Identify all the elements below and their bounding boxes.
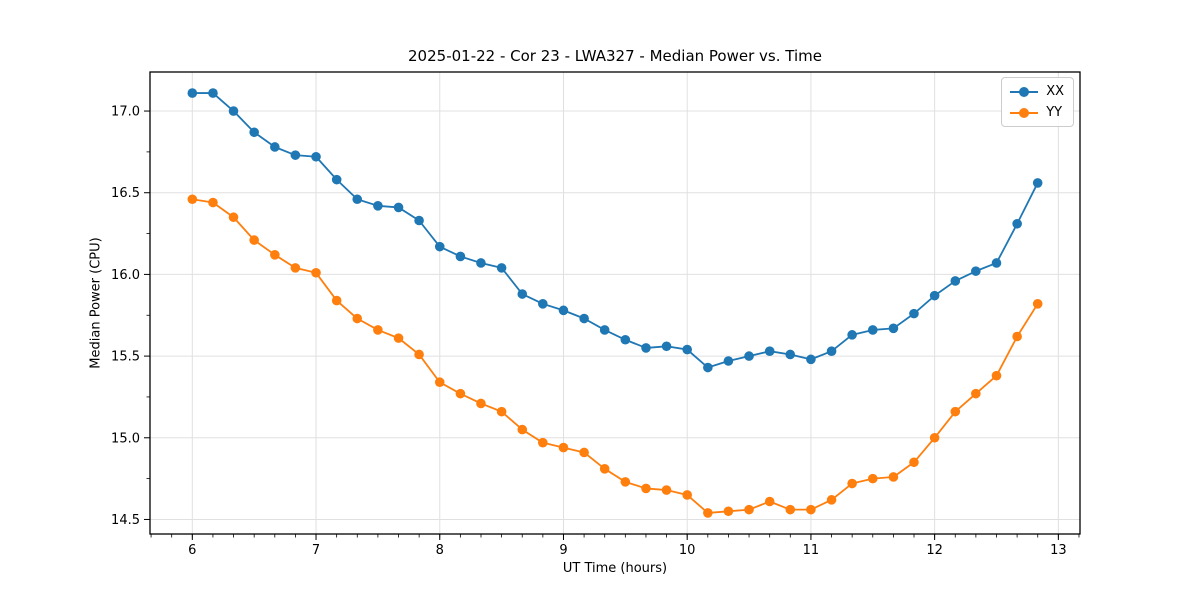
svg-text:15.5: 15.5	[111, 350, 140, 365]
svg-text:16.5: 16.5	[111, 186, 140, 201]
legend-item-yy: YY	[1009, 103, 1064, 122]
legend-line-marker-icon	[1010, 107, 1039, 118]
chart-title: 2025-01-22 - Cor 23 - LWA327 - Median Po…	[408, 47, 822, 65]
svg-text:13: 13	[1050, 543, 1067, 558]
svg-text:12: 12	[926, 543, 943, 558]
legend-line-marker-icon	[1010, 86, 1039, 97]
legend-item-xx: XX	[1009, 82, 1064, 101]
svg-text:7: 7	[312, 543, 320, 558]
legend-label-xx: XX	[1046, 84, 1064, 99]
svg-text:6: 6	[188, 543, 196, 558]
svg-text:17.0: 17.0	[111, 105, 140, 120]
x-axis-label: UT Time (hours)	[562, 561, 668, 576]
svg-text:15.0: 15.0	[111, 431, 140, 446]
legend: XX YY	[1001, 77, 1074, 127]
svg-text:16.0: 16.0	[111, 268, 140, 283]
legend-label-yy: YY	[1046, 105, 1063, 120]
svg-text:8: 8	[436, 543, 444, 558]
svg-text:9: 9	[559, 543, 567, 558]
svg-text:14.5: 14.5	[111, 513, 140, 528]
svg-text:10: 10	[679, 543, 696, 558]
y-axis-label: Median Power (CPU)	[88, 237, 104, 369]
svg-text:11: 11	[803, 543, 820, 558]
